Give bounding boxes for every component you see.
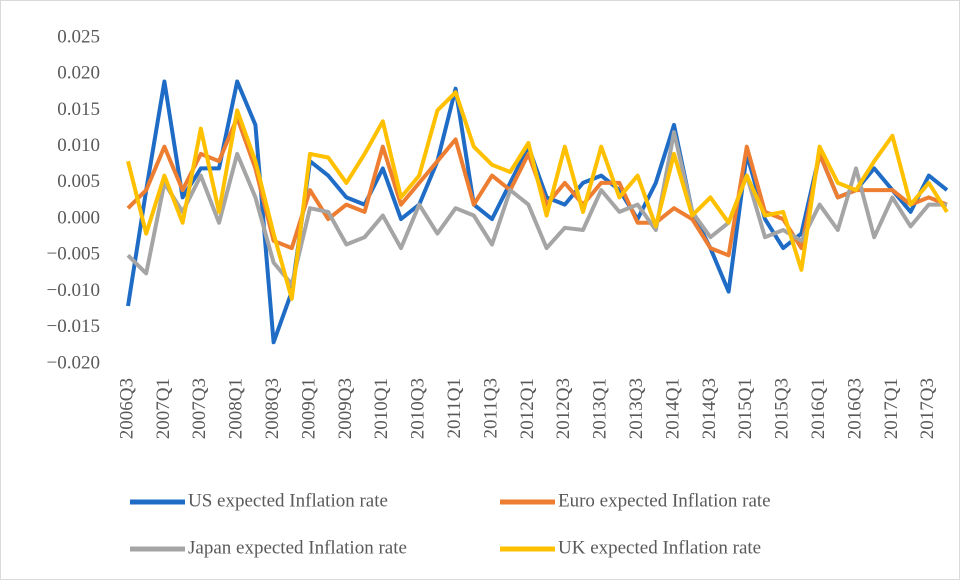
x-tick-label: 2017Q3: [917, 378, 938, 439]
x-tick-label: 2014Q1: [662, 378, 683, 439]
y-tick-label: 0.000: [57, 207, 100, 228]
x-tick-label: 2008Q3: [262, 378, 283, 439]
series-line: [126, 130, 947, 287]
x-tick-label: 2017Q1: [881, 378, 902, 439]
legend-label: Japan expected Inflation rate: [188, 537, 407, 558]
x-tick-label: 2013Q1: [590, 378, 611, 439]
x-tick-label: 2016Q1: [808, 378, 829, 439]
legend-label: Euro expected Inflation rate: [558, 490, 771, 511]
x-tick-label: 2006Q3: [116, 378, 137, 439]
legend-label: UK expected Inflation rate: [558, 537, 761, 558]
x-tick-label: 2011Q1: [444, 378, 465, 439]
x-tick-label: 2010Q3: [408, 378, 429, 439]
x-tick-label: 2015Q1: [735, 378, 756, 439]
y-tick-label: −0.015: [47, 316, 100, 337]
legend-label: US expected Inflation rate: [188, 490, 388, 511]
y-tick-label: 0.025: [57, 26, 100, 47]
x-tick-label: 2016Q3: [844, 378, 865, 439]
x-tick-label: 2015Q3: [772, 378, 793, 439]
y-tick-label: −0.010: [47, 280, 100, 301]
y-tick-label: 0.020: [57, 63, 100, 84]
series-line: [126, 90, 949, 301]
y-tick-label: 0.005: [57, 171, 100, 192]
y-tick-label: −0.005: [47, 244, 100, 265]
x-tick-label: 2011Q3: [480, 378, 501, 439]
y-tick-label: 0.015: [57, 99, 100, 120]
x-tick-label: 2009Q3: [335, 378, 356, 439]
x-tick-label: 2012Q3: [553, 378, 574, 439]
x-tick-label: 2007Q1: [153, 378, 174, 439]
y-tick-label: 0.010: [57, 135, 100, 156]
x-tick-label: 2012Q1: [517, 378, 538, 439]
x-tick-label: 2010Q1: [371, 378, 392, 439]
x-tick-label: 2007Q3: [189, 378, 210, 439]
x-tick-label: 2009Q1: [298, 378, 319, 439]
x-tick-label: 2008Q1: [226, 378, 247, 439]
x-tick-label: 2014Q3: [699, 378, 720, 439]
y-tick-label: −0.020: [47, 352, 100, 373]
x-tick-label: 2013Q3: [626, 378, 647, 439]
